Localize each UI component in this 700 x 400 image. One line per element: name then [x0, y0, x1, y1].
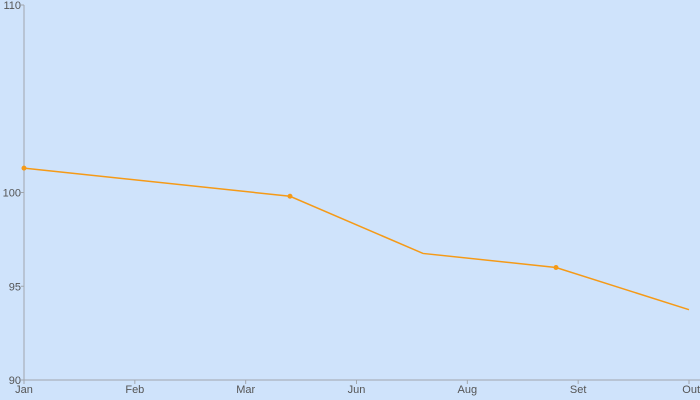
x-tick-label: Aug — [458, 384, 478, 396]
x-tick-label: Feb — [125, 384, 144, 396]
x-tick-label: Mar — [236, 384, 255, 396]
y-tick-label: 110 — [3, 0, 21, 12]
y-tick-label: 100 — [3, 188, 21, 200]
x-tick-label: Out — [682, 384, 700, 396]
data-point — [287, 193, 293, 199]
axes: 90 95 100 110 Jan Feb Mar Jun Aug Set Out — [3, 0, 700, 396]
y-tick-label: 90 — [9, 375, 21, 387]
plot-area — [21, 165, 690, 311]
data-point — [553, 265, 559, 270]
data-point — [21, 165, 27, 171]
x-tick-label: Set — [570, 384, 587, 396]
x-tick-label: Jan — [15, 384, 33, 396]
series-line — [23, 167, 690, 311]
y-tick-label: 95 — [9, 281, 21, 293]
x-tick-label: Jun — [348, 384, 366, 396]
